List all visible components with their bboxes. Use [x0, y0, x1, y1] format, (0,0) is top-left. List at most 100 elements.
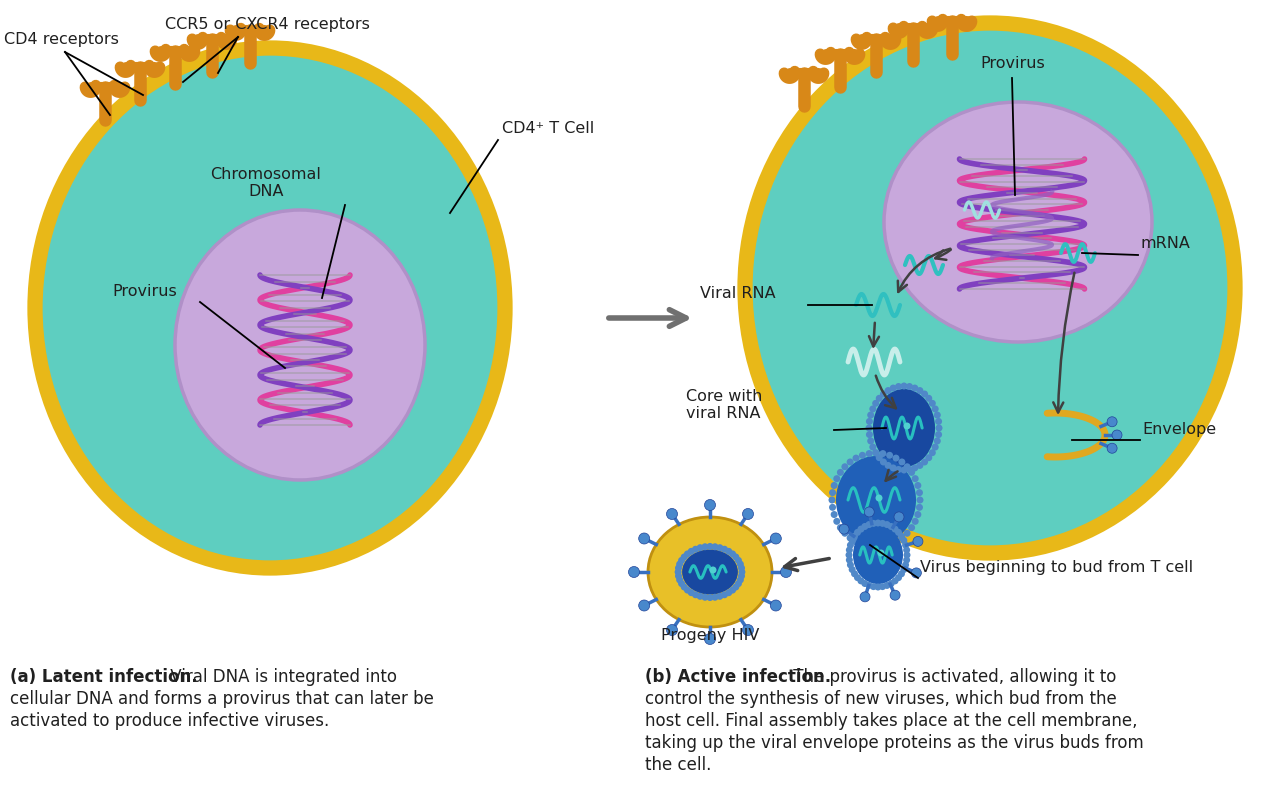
Circle shape — [920, 459, 928, 466]
Circle shape — [1111, 430, 1122, 440]
Circle shape — [681, 584, 687, 590]
Circle shape — [854, 574, 862, 581]
Circle shape — [853, 455, 859, 462]
Circle shape — [628, 567, 640, 578]
Circle shape — [917, 387, 923, 394]
Circle shape — [879, 459, 887, 466]
Circle shape — [885, 387, 891, 394]
Ellipse shape — [873, 389, 935, 467]
Ellipse shape — [682, 549, 738, 595]
Text: Viral RNA: Viral RNA — [700, 286, 776, 301]
Circle shape — [705, 500, 715, 511]
Ellipse shape — [647, 517, 772, 627]
Circle shape — [904, 463, 910, 470]
Circle shape — [935, 418, 942, 425]
Circle shape — [886, 541, 894, 548]
Circle shape — [933, 411, 941, 418]
Circle shape — [846, 556, 853, 563]
Circle shape — [687, 589, 695, 597]
Circle shape — [917, 462, 923, 469]
Text: mRNA: mRNA — [1140, 236, 1190, 251]
Text: Provirus: Provirus — [112, 284, 177, 299]
Circle shape — [858, 578, 864, 585]
Circle shape — [858, 526, 864, 533]
Circle shape — [876, 454, 883, 461]
Circle shape — [912, 475, 919, 482]
Circle shape — [681, 553, 687, 560]
Circle shape — [833, 475, 840, 482]
Ellipse shape — [745, 23, 1235, 553]
Ellipse shape — [176, 210, 426, 480]
Circle shape — [696, 545, 704, 551]
Circle shape — [829, 489, 836, 496]
Circle shape — [1108, 417, 1117, 427]
Circle shape — [735, 580, 742, 587]
Circle shape — [877, 549, 885, 556]
Circle shape — [770, 533, 781, 544]
Circle shape — [735, 557, 742, 564]
Circle shape — [867, 437, 874, 444]
Circle shape — [667, 625, 677, 636]
Circle shape — [879, 583, 886, 590]
Circle shape — [678, 557, 685, 564]
Circle shape — [874, 519, 882, 526]
Circle shape — [676, 576, 683, 583]
Circle shape — [894, 512, 904, 522]
Circle shape — [726, 548, 732, 555]
Circle shape — [683, 586, 691, 593]
Circle shape — [892, 455, 900, 462]
Circle shape — [865, 431, 873, 438]
Circle shape — [899, 534, 905, 541]
Circle shape — [701, 543, 709, 550]
Text: The provirus is activated, allowing it to: The provirus is activated, allowing it t… — [788, 667, 1117, 686]
Circle shape — [846, 459, 854, 466]
Circle shape — [903, 541, 909, 548]
Circle shape — [879, 543, 886, 550]
Circle shape — [906, 466, 913, 473]
Circle shape — [862, 523, 868, 530]
Circle shape — [849, 566, 855, 573]
Circle shape — [887, 523, 895, 530]
Circle shape — [738, 573, 745, 579]
Circle shape — [904, 530, 910, 537]
Circle shape — [837, 469, 844, 476]
Ellipse shape — [885, 102, 1153, 342]
Circle shape — [837, 524, 844, 531]
Circle shape — [717, 545, 723, 551]
Circle shape — [712, 593, 718, 600]
Circle shape — [683, 551, 691, 557]
Circle shape — [926, 395, 932, 402]
Circle shape — [885, 462, 891, 469]
Circle shape — [849, 537, 855, 544]
Circle shape — [915, 504, 923, 511]
Circle shape — [874, 583, 882, 590]
Circle shape — [865, 418, 873, 425]
Ellipse shape — [836, 456, 917, 544]
Circle shape — [936, 425, 942, 432]
Circle shape — [892, 538, 900, 545]
Circle shape — [1108, 443, 1117, 453]
Text: cellular DNA and forms a provirus that can later be: cellular DNA and forms a provirus that c… — [10, 690, 435, 708]
Circle shape — [872, 400, 879, 407]
Text: Viral DNA is integrated into: Viral DNA is integrated into — [165, 667, 397, 686]
Circle shape — [701, 593, 709, 600]
Circle shape — [914, 482, 922, 489]
Circle shape — [900, 566, 908, 573]
Text: Envelope: Envelope — [1142, 422, 1217, 437]
Circle shape — [865, 425, 873, 432]
Circle shape — [870, 583, 877, 590]
Circle shape — [879, 391, 887, 397]
Circle shape — [912, 464, 918, 471]
Circle shape — [828, 496, 836, 504]
Circle shape — [897, 571, 905, 578]
Circle shape — [929, 400, 936, 407]
Circle shape — [709, 567, 717, 574]
Circle shape — [865, 521, 873, 528]
Circle shape — [903, 561, 909, 568]
Circle shape — [891, 578, 899, 585]
Circle shape — [900, 537, 908, 544]
Circle shape — [838, 524, 849, 534]
Text: CD4⁺ T Cell: CD4⁺ T Cell — [503, 121, 595, 136]
Circle shape — [712, 543, 718, 550]
Circle shape — [781, 567, 791, 578]
